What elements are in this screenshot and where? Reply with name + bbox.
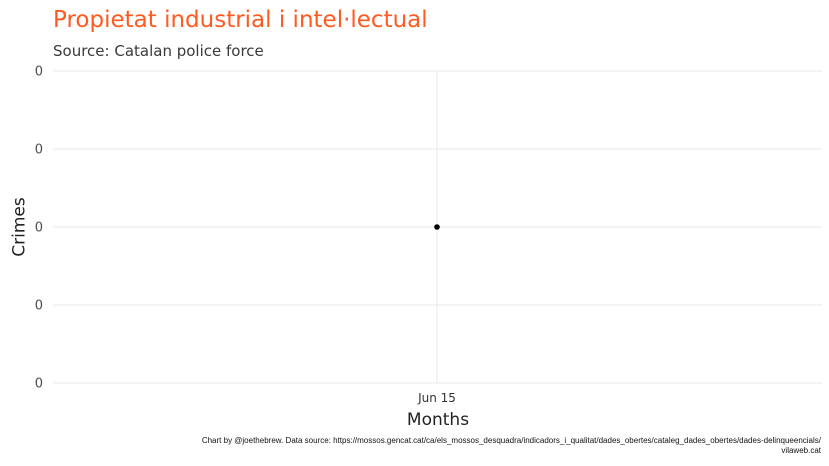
x-axis-label: Months: [406, 410, 470, 430]
y-tick-label: 0: [35, 65, 43, 80]
x-tick-label: Jun 15: [417, 391, 456, 405]
chart-title: Propietat industrial i intel·lectual: [53, 7, 428, 33]
chart-caption: Chart by @joethebrew. Data source: https…: [202, 436, 821, 455]
caption-source-line: Chart by @joethebrew. Data source: https…: [201, 436, 821, 445]
caption-site-line: vilaweb.cat: [781, 445, 821, 455]
chart-subtitle: Source: Catalan police force: [53, 42, 264, 60]
y-axis-label-box: Crimes: [2, 195, 38, 259]
data-point: [434, 224, 440, 230]
y-tick-label: 0: [35, 377, 43, 392]
y-tick-label: 0: [35, 221, 43, 236]
y-tick-label: 0: [35, 299, 43, 314]
y-tick-label: 0: [35, 143, 43, 158]
y-axis-label: Crimes: [10, 197, 30, 257]
